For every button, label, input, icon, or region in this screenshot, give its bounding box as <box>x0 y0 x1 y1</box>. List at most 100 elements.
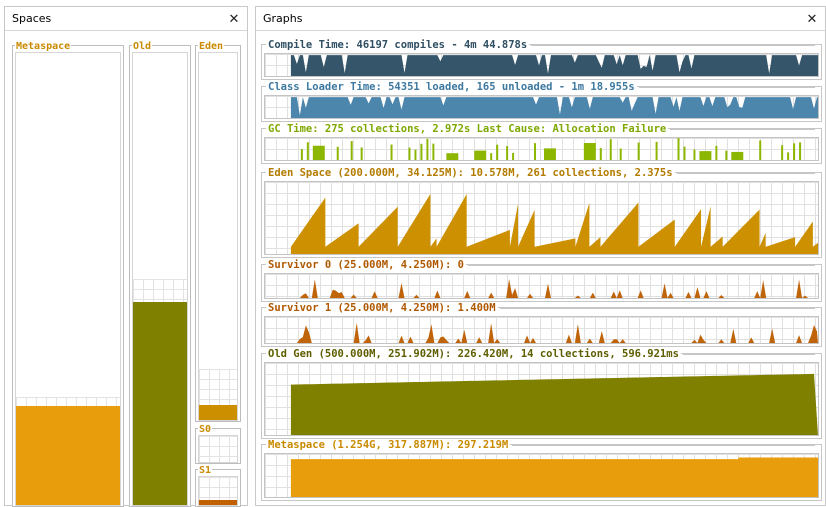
space-plot-s0 <box>198 435 238 463</box>
bar-gc <box>677 138 680 160</box>
space-label-s0: S0 <box>198 424 213 435</box>
bar-gc <box>432 143 435 160</box>
graph-plot-metaspace <box>264 453 819 498</box>
bar-gc <box>655 141 658 160</box>
bar-gc <box>619 148 622 160</box>
graph-svg-old-gen <box>290 373 818 435</box>
trace-s1 <box>290 322 818 343</box>
graph-label-compile-time: Compile Time: 46197 compiles - 4m 44.878… <box>266 39 530 51</box>
graph-compile-time: Compile Time: 46197 compiles - 4m 44.878… <box>261 39 822 80</box>
bar-gc <box>609 139 612 160</box>
space-label-s1: S1 <box>198 465 213 476</box>
bar-gc <box>496 144 499 160</box>
graphs-panel: Graphs ✕ Compile Time: 46197 compiles - … <box>255 6 826 506</box>
graph-plot-survivor-1 <box>264 316 819 344</box>
bar-gc <box>637 142 640 160</box>
graph-plot-eden-space <box>264 181 819 255</box>
bar-gc <box>731 151 744 160</box>
bar-gc <box>350 141 353 160</box>
bar-gc <box>715 145 718 160</box>
bar-gc <box>408 147 411 160</box>
graph-old-gen: Old Gen (500.000M, 251.902M): 226.420M, … <box>261 348 822 439</box>
graphs-panel-header: Graphs ✕ <box>256 7 825 31</box>
bar-gc <box>583 143 596 160</box>
graph-svg-survivor-0 <box>290 279 818 298</box>
trace-s0 <box>290 279 818 298</box>
graph-label-old-gen: Old Gen (500.000M, 251.902M): 226.420M, … <box>266 348 681 360</box>
trace-oldgen <box>290 373 818 435</box>
graph-class-loader-time: Class Loader Time: 54351 loaded, 165 unl… <box>261 81 822 122</box>
graph-label-survivor-1: Survivor 1 (25.000M, 4.250M): 1.400M <box>266 302 498 314</box>
bar-gc <box>420 143 423 160</box>
graph-plot-class-loader-time <box>264 95 819 119</box>
space-label-eden: Eden <box>198 41 225 52</box>
space-plot-s1 <box>198 476 238 506</box>
space-grid-s0 <box>199 436 237 462</box>
graph-svg-compile-time <box>290 55 818 76</box>
bar-gc <box>306 142 309 160</box>
trace-metaspace <box>290 457 818 497</box>
bar-gc <box>693 149 696 160</box>
graphs-panel-title: Graphs <box>263 12 303 25</box>
graph-survivor-0: Survivor 0 (25.000M, 4.250M): 0 <box>261 259 822 302</box>
graph-plot-old-gen <box>264 362 819 436</box>
bar-gc <box>793 143 796 160</box>
bar-gc <box>759 140 762 160</box>
graph-survivor-1: Survivor 1 (25.000M, 4.250M): 1.400M <box>261 302 822 347</box>
space-fill-eden <box>199 405 237 420</box>
graph-plot-compile-time <box>264 53 819 77</box>
bar-gc <box>312 145 325 160</box>
graph-svg-gc-time <box>300 138 802 160</box>
space-fill-old <box>133 301 187 505</box>
bar-gc <box>699 151 712 160</box>
trace-classloader <box>290 97 818 118</box>
space-label-old: Old <box>132 41 153 52</box>
bar-gc <box>390 144 393 160</box>
graph-svg-eden-space <box>290 193 818 254</box>
graph-eden-space: Eden Space (200.000M, 34.125M): 10.578M,… <box>261 167 822 258</box>
graph-plot-survivor-0 <box>264 273 819 299</box>
bar-gc <box>781 145 784 160</box>
spaces-panel: Spaces ✕ Metaspace Old Eden S0 S1 <box>4 6 248 507</box>
bar-gc <box>360 147 363 160</box>
spaces-close-icon[interactable]: ✕ <box>228 10 240 26</box>
graphs-close-icon[interactable]: ✕ <box>806 10 818 26</box>
graph-label-gc-time: GC Time: 275 collections, 2.972s Last Ca… <box>266 123 669 135</box>
graph-svg-metaspace <box>290 457 818 497</box>
bar-gc <box>683 146 686 160</box>
bar-gc <box>543 148 556 160</box>
trace-eden <box>290 193 818 254</box>
bar-gc <box>426 138 429 160</box>
spaces-panel-title: Spaces <box>12 12 52 25</box>
graph-svg-survivor-1 <box>290 322 818 343</box>
space-eden: Eden <box>195 41 241 422</box>
bar-gc <box>414 149 417 160</box>
bar-gc <box>512 152 515 160</box>
space-plot-old <box>132 52 188 506</box>
graph-label-metaspace: Metaspace (1.254G, 317.887M): 297.219M <box>266 439 511 451</box>
graph-label-class-loader-time: Class Loader Time: 54351 loaded, 165 unl… <box>266 81 637 93</box>
bar-gc <box>474 150 487 160</box>
graph-label-eden-space: Eden Space (200.000M, 34.125M): 10.578M,… <box>266 167 675 179</box>
bar-gc <box>336 146 339 160</box>
bar-gc <box>490 153 493 160</box>
spaces-panel-header: Spaces ✕ <box>5 7 247 31</box>
graph-metaspace: Metaspace (1.254G, 317.887M): 297.219M <box>261 439 822 501</box>
bar-gc <box>300 149 303 160</box>
bar-gc <box>787 152 790 160</box>
bar-gc <box>446 153 459 160</box>
space-s0: S0 <box>195 424 241 464</box>
space-fill-s1 <box>199 500 237 505</box>
space-plot-metaspace <box>15 52 121 506</box>
bar-gc <box>799 142 802 160</box>
graph-plot-gc-time <box>264 137 819 161</box>
bar-gc <box>534 143 537 160</box>
bar-gc <box>725 150 728 160</box>
graph-label-survivor-0: Survivor 0 (25.000M, 4.250M): 0 <box>266 259 466 271</box>
space-old: Old <box>129 41 191 507</box>
space-s1: S1 <box>195 465 241 507</box>
space-label-metaspace: Metaspace <box>15 41 72 52</box>
graph-gc-time: GC Time: 275 collections, 2.972s Last Ca… <box>261 123 822 164</box>
bar-gc <box>599 148 602 160</box>
bar-gc <box>506 146 509 160</box>
